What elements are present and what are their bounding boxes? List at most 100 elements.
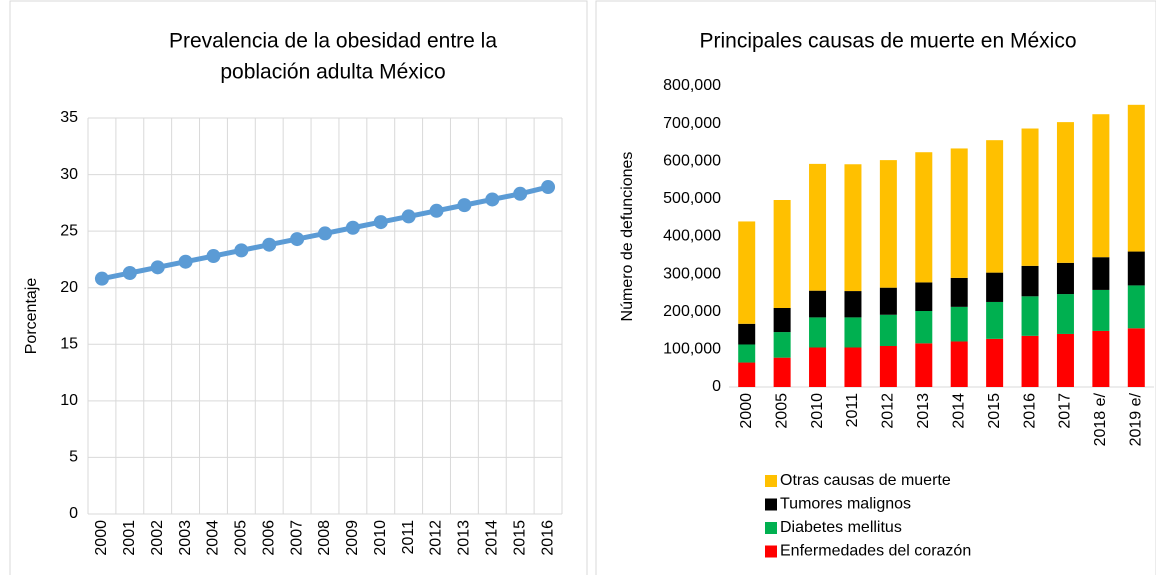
y-tick-label: 400,000 [663, 228, 721, 245]
x-tick-label: 2007 [288, 520, 305, 556]
x-tick-label: 2013 [915, 393, 932, 429]
x-tick-label: 2017 [1057, 393, 1074, 429]
y-tick-label: 200,000 [663, 303, 721, 320]
bar-segment [986, 338, 1004, 387]
bar-segment [1056, 294, 1074, 334]
bar-segment [1021, 265, 1039, 297]
x-tick-label: 2006 [260, 520, 277, 556]
y-tick-label: 0 [712, 378, 721, 395]
point [429, 203, 444, 218]
bar-segment [773, 357, 791, 387]
y-tick-label: 10 [60, 392, 78, 409]
bar-segment [738, 344, 756, 363]
legend-swatch [765, 475, 777, 487]
bar-segment [879, 314, 897, 346]
bar-segment [773, 307, 791, 333]
x-tick-label: 2005 [233, 520, 250, 556]
bar-segment [809, 317, 827, 348]
bar-segment [986, 272, 1004, 302]
point [122, 266, 137, 281]
y-tick-label: 5 [69, 449, 78, 466]
left-panel [9, 0, 588, 575]
x-tick-label: 2014 [484, 520, 501, 556]
bar-segment [915, 310, 933, 344]
x-tick-label: 2008 [316, 520, 333, 556]
bar-segment [1056, 262, 1074, 295]
x-tick-label: 2013 [456, 520, 473, 556]
y-tick-label: 700,000 [663, 115, 721, 132]
legend-label: Diabetes mellitus [780, 519, 902, 536]
point [178, 254, 193, 269]
bar-segment [1021, 128, 1039, 266]
point [541, 180, 556, 195]
y-tick-label: 30 [60, 166, 78, 183]
bar-segment [1021, 296, 1039, 336]
legend-swatch [765, 545, 777, 558]
bar-segment [844, 347, 862, 387]
point [401, 209, 416, 224]
bar-segment [844, 317, 862, 348]
bar-segment [950, 148, 968, 278]
bar-segment [950, 341, 968, 387]
bar-segment [1021, 335, 1039, 387]
bar-segment [1056, 122, 1074, 263]
x-tick-label: 2012 [428, 520, 445, 556]
bar-segment [809, 163, 827, 291]
bar-segment [844, 164, 862, 292]
x-tick-label: 2000 [93, 520, 110, 556]
point [290, 232, 305, 247]
x-tick-label: 2015 [511, 520, 528, 556]
bar-segment [1127, 328, 1145, 387]
bar-segment [915, 343, 933, 387]
bar-segment [773, 200, 791, 308]
y-tick-label: 25 [60, 222, 78, 239]
x-tick-label: 2002 [149, 520, 166, 556]
legend-swatch [765, 522, 777, 534]
bar-segment [1092, 289, 1110, 331]
chart-title: Prevalencia de la obesidad entre la [169, 30, 497, 53]
y-tick-label: 500,000 [663, 190, 721, 207]
right-panel [595, 0, 1156, 575]
legend-label: Tumores malignos [780, 496, 911, 513]
bar-segment [844, 291, 862, 318]
bar-segment [950, 277, 968, 307]
x-tick-label: 2005 [773, 393, 790, 429]
bar-segment [1092, 114, 1110, 258]
y-tick-label: 20 [60, 279, 78, 296]
x-tick-label: 2014 [950, 393, 967, 429]
bar-segment [1127, 251, 1145, 286]
bar-segment [950, 306, 968, 342]
bar-segment [1056, 333, 1074, 387]
bar-segment [738, 362, 756, 387]
bar-segment [915, 282, 933, 311]
bar-segment [1092, 330, 1110, 387]
point [345, 220, 360, 235]
point [485, 192, 500, 207]
x-tick-label: 2010 [372, 520, 389, 556]
x-tick-label: 2011 [400, 520, 417, 555]
point [206, 249, 221, 264]
y-axis-label: Porcentaje [23, 278, 40, 355]
y-tick-label: 300,000 [663, 265, 721, 282]
legend-label: Otras causas de muerte [780, 472, 951, 489]
bar-segment [809, 290, 827, 318]
point [234, 243, 249, 258]
y-axis-label: Número de defunciones [619, 152, 636, 322]
chart-title: población adulta México [220, 61, 445, 84]
bar-segment [738, 221, 756, 324]
bar-segment [986, 140, 1004, 273]
x-tick-label: 2012 [880, 393, 897, 429]
bar-segment [986, 301, 1004, 339]
bar-segment [773, 332, 791, 358]
x-tick-label: 2000 [738, 393, 755, 429]
y-tick-label: 100,000 [663, 341, 721, 358]
bar-segment [1127, 104, 1145, 252]
x-tick-label: 2009 [344, 520, 361, 556]
point [94, 271, 109, 286]
x-tick-label: 2016 [539, 520, 556, 556]
bar-segment [879, 287, 897, 315]
bar-segment [809, 347, 827, 387]
bar-segment [1092, 257, 1110, 290]
point [457, 198, 472, 213]
